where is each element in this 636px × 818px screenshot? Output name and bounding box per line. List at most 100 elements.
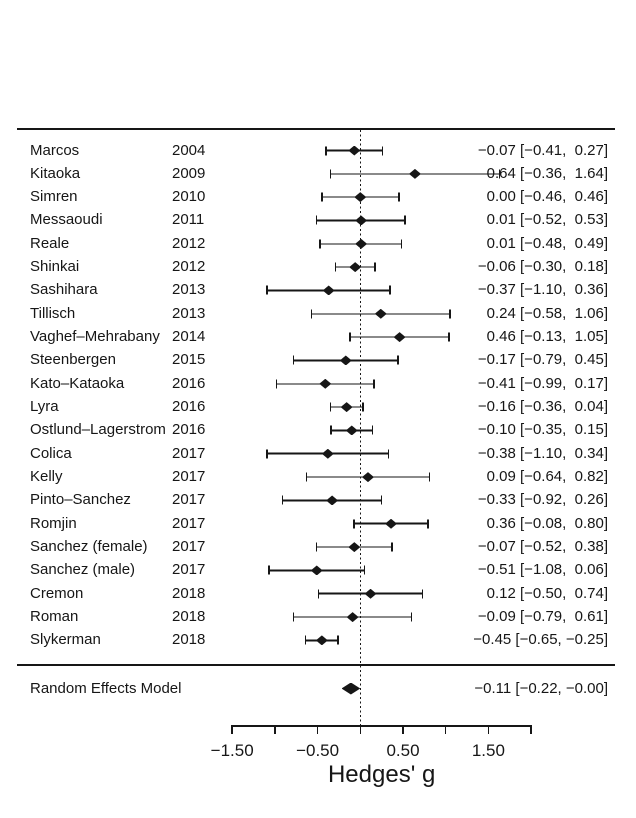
study-year: 2016 bbox=[172, 374, 206, 392]
ci-cap-high bbox=[374, 262, 376, 272]
effect-estimate-text: −0.38 [−1.10, 0.34] bbox=[477, 444, 608, 462]
ci-cap-high bbox=[400, 239, 403, 249]
study-row: Roman 2018 −0.09 [−0.79, 0.61] bbox=[0, 605, 636, 629]
ci-cap-low bbox=[317, 589, 320, 599]
study-year: 2017 bbox=[172, 538, 206, 556]
ci-cap-high bbox=[498, 169, 501, 179]
study-label: Lyra bbox=[30, 398, 59, 416]
study-row: Kitaoka 2009 0.64 [−0.36, 1.64] bbox=[0, 162, 636, 186]
x-axis-tick bbox=[530, 725, 532, 734]
study-label: Kelly bbox=[30, 468, 63, 486]
summary-label: Random Effects Model bbox=[30, 680, 182, 697]
study-year: 2013 bbox=[172, 281, 206, 299]
ci-cap-low bbox=[266, 285, 268, 295]
x-axis-tick bbox=[274, 725, 276, 734]
study-label: Marcos bbox=[30, 141, 80, 159]
effect-point-diamond bbox=[393, 332, 406, 343]
study-row: Steenbergen 2015 −0.17 [−0.79, 0.45] bbox=[0, 348, 636, 372]
ci-cap-low bbox=[266, 449, 268, 459]
effect-estimate-text: 0.36 [−0.08, 0.80] bbox=[486, 514, 608, 532]
x-axis-tick bbox=[487, 725, 490, 734]
ci-cap-high bbox=[397, 192, 400, 202]
effect-estimate-text: 0.46 [−0.13, 1.05] bbox=[486, 328, 608, 346]
effect-estimate-text: 0.24 [−0.58, 1.06] bbox=[486, 304, 608, 322]
study-row: Sashihara 2013 −0.37 [−1.10, 0.36] bbox=[0, 278, 636, 302]
x-axis-title: Hedges' g bbox=[327, 761, 436, 788]
x-axis-tick bbox=[316, 725, 319, 734]
ci-cap-high bbox=[448, 332, 450, 342]
x-axis-tick-label: −0.50 bbox=[296, 741, 340, 760]
x-axis-tick bbox=[359, 725, 362, 734]
ci-cap-low bbox=[281, 495, 284, 505]
effect-point-diamond bbox=[346, 612, 359, 623]
effect-estimate-text: −0.09 [−0.79, 0.61] bbox=[477, 608, 608, 626]
study-label: Kitaoka bbox=[30, 164, 81, 182]
ci-cap-low bbox=[329, 402, 332, 412]
study-year: 2018 bbox=[172, 584, 206, 602]
study-year: 2017 bbox=[172, 561, 206, 579]
ci-cap-low bbox=[305, 472, 308, 482]
study-year: 2018 bbox=[172, 608, 206, 626]
study-year: 2009 bbox=[172, 164, 206, 182]
zero-reference-line bbox=[359, 130, 362, 725]
effect-point-diamond bbox=[345, 425, 358, 436]
study-year: 2011 bbox=[172, 211, 205, 229]
ci-cap-high bbox=[403, 215, 406, 225]
ci-cap-low bbox=[349, 332, 351, 342]
effect-estimate-text: −0.37 [−1.10, 0.36] bbox=[477, 281, 608, 299]
study-year: 2013 bbox=[172, 304, 206, 322]
effect-point-diamond bbox=[385, 518, 398, 529]
study-label: Sanchez (female) bbox=[30, 538, 148, 556]
effect-point-diamond bbox=[322, 285, 335, 296]
ci-cap-high bbox=[362, 402, 364, 412]
ci-cap-high bbox=[373, 379, 375, 389]
ci-cap-low bbox=[315, 215, 318, 225]
ci-cap-low bbox=[310, 309, 313, 319]
ci-cap-low bbox=[304, 635, 307, 645]
ci-cap-high bbox=[380, 495, 383, 505]
study-label: Pinto–Sanchez bbox=[30, 491, 131, 509]
study-row: Romjin 2017 0.36 [−0.08, 0.80] bbox=[0, 512, 636, 536]
ci-cap-high bbox=[371, 425, 374, 435]
study-year: 2010 bbox=[172, 188, 206, 206]
effect-estimate-text: −0.07 [−0.41, 0.27] bbox=[477, 141, 608, 159]
summary-diamond bbox=[341, 682, 361, 695]
effect-point-diamond bbox=[349, 262, 362, 273]
study-year: 2004 bbox=[172, 141, 206, 159]
study-row: Reale 2012 0.01 [−0.48, 0.49] bbox=[0, 232, 636, 256]
ci-cap-low bbox=[268, 565, 270, 575]
effect-estimate-text: −0.16 [−0.36, 0.04] bbox=[477, 398, 608, 416]
study-label: Tillisch bbox=[30, 304, 76, 322]
effect-estimate-text: −0.07 [−0.52, 0.38] bbox=[477, 538, 608, 556]
separator-rule bbox=[17, 664, 615, 666]
study-label: Sashihara bbox=[30, 281, 98, 299]
study-label: Steenbergen bbox=[30, 351, 116, 369]
study-year: 2012 bbox=[172, 258, 206, 276]
study-year: 2017 bbox=[172, 444, 206, 462]
effect-point-diamond bbox=[310, 565, 323, 576]
study-row: Slykerman 2018 −0.45 [−0.65, −0.25] bbox=[0, 628, 636, 652]
ci-cap-low bbox=[353, 519, 356, 529]
study-label: Reale bbox=[30, 234, 70, 252]
ci-cap-low bbox=[321, 192, 323, 202]
study-year: 2018 bbox=[172, 631, 206, 649]
effect-point-diamond bbox=[408, 168, 421, 179]
study-year: 2017 bbox=[172, 514, 206, 532]
effect-estimate-text: −0.41 [−0.99, 0.17] bbox=[477, 374, 608, 392]
effect-point-diamond bbox=[354, 192, 367, 203]
x-axis-tick bbox=[402, 725, 404, 734]
study-year: 2016 bbox=[172, 421, 206, 439]
ci-cap-high bbox=[428, 472, 431, 482]
effect-estimate-text: 0.09 [−0.64, 0.82] bbox=[486, 468, 608, 486]
effect-point-diamond bbox=[361, 472, 374, 483]
effect-point-diamond bbox=[374, 308, 387, 319]
ci-cap-high bbox=[381, 146, 384, 155]
study-label: Shinkai bbox=[30, 258, 80, 276]
ci-cap-low bbox=[315, 542, 318, 552]
study-label: Kato–Kataoka bbox=[30, 374, 125, 392]
effect-estimate-text: 0.64 [−0.36, 1.64] bbox=[486, 164, 608, 182]
study-label: Roman bbox=[30, 608, 79, 626]
study-row: Marcos 2004 −0.07 [−0.41, 0.27] bbox=[0, 139, 636, 163]
study-label: Ostlund–Lagerstrom bbox=[30, 421, 166, 439]
